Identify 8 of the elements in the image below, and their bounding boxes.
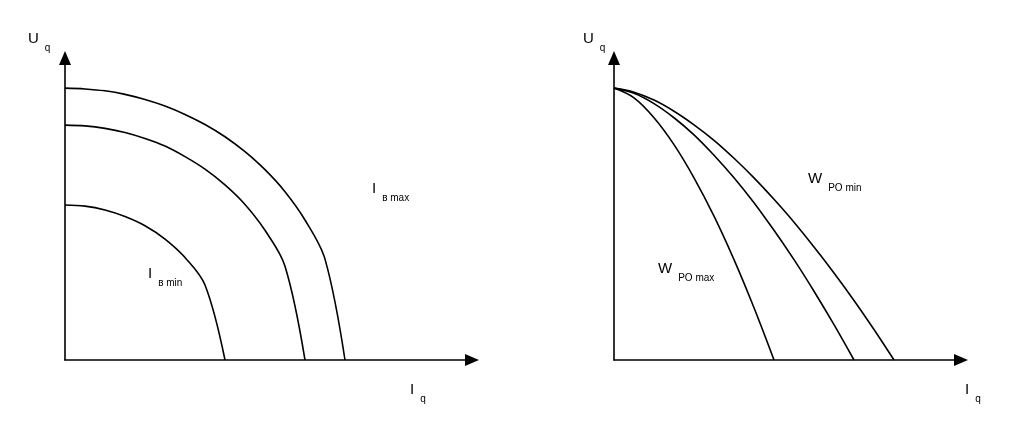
annotation: WPO min [808, 169, 862, 193]
y-axis-title: Uq [583, 29, 606, 53]
annotation: Iв max [372, 179, 410, 203]
annotation: Iв min [148, 264, 183, 288]
x-axis-title: Iq [410, 380, 426, 404]
x-axis-title: Iq [965, 380, 981, 404]
y-axis-title: Uq [28, 29, 51, 53]
annotation: WPO max [658, 259, 715, 283]
